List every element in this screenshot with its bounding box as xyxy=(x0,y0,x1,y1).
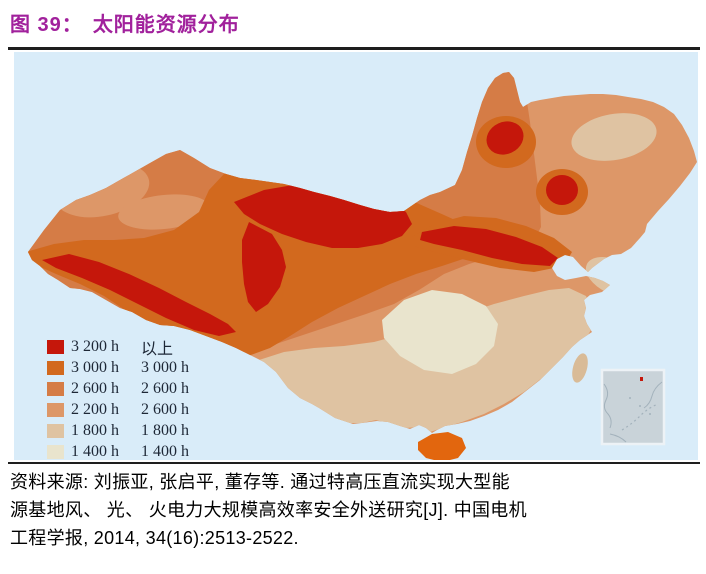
legend-color-swatch xyxy=(47,361,64,375)
inset-islet-dot-3 xyxy=(649,413,651,415)
inset-capital-marker xyxy=(640,377,643,381)
legend-row: 3 000 h 3 000 h xyxy=(47,358,189,378)
region-3200h-west-tibet xyxy=(42,254,236,336)
legend-value-label-2: 2 600 h xyxy=(141,380,189,397)
legend-value-label-2: 3 000 h xyxy=(141,359,189,376)
source-line-2: 源基地风、 光、 火电力大规模高效率安全外送研究[J]. 中国电机 xyxy=(10,500,527,520)
legend-row: 2 600 h 2 600 h xyxy=(47,379,189,399)
inset-island-chain xyxy=(621,403,659,431)
south-china-sea-inset xyxy=(600,368,666,446)
source-line-3: 工程学报, 2014, 34(16):2513-2522. xyxy=(10,528,299,548)
inset-coastline-right xyxy=(643,381,663,409)
legend-row: 1 400 h 1 400 h xyxy=(47,442,189,462)
inset-coastline-bottom xyxy=(609,433,627,443)
inset-coastline-left xyxy=(603,383,612,429)
legend-value-label: 1 400 h xyxy=(71,443,119,460)
region-3200h-inner-mongolia-strip xyxy=(420,226,558,266)
legend-color-swatch xyxy=(47,445,64,459)
legend-color-swatch xyxy=(47,382,64,396)
region-3200h-northeast-a xyxy=(486,121,524,155)
legend-row: 1 800 h 1 800 h xyxy=(47,421,189,441)
legend-color-swatch xyxy=(47,340,64,354)
china-contour-map xyxy=(28,72,697,460)
hainan-island xyxy=(418,432,466,460)
inset-islet-dot-2 xyxy=(639,405,641,407)
region-1800h-northeast-top xyxy=(571,113,657,161)
legend-value-label: 3 000 h xyxy=(71,359,119,376)
source-line-1: 资料来源: 刘振亚, 张启平, 董存等. 通过特高压直流实现大型能 xyxy=(10,472,510,492)
legend-value-label-2: 以上 xyxy=(141,341,174,358)
legend-row: 3 200 h 以上 xyxy=(47,337,189,358)
legend-value-label: 3 200 h xyxy=(71,338,119,355)
region-1400h-sichuan-basin xyxy=(382,290,498,374)
bottom-divider xyxy=(8,462,700,464)
region-3200h-northeast-b xyxy=(546,175,578,205)
region-3200h-qinghai-tongue xyxy=(242,222,286,312)
figure-number-label: 图 39： xyxy=(10,14,83,36)
legend-value-label-2: 1 800 h xyxy=(141,422,189,439)
taiwan-island xyxy=(572,353,588,383)
legend-color-swatch xyxy=(47,403,64,417)
legend-value-label: 2 200 h xyxy=(71,401,119,418)
legend-value-label: 2 600 h xyxy=(71,380,119,397)
legend-value-label: 1 800 h xyxy=(71,422,119,439)
top-divider xyxy=(8,47,700,50)
legend-value-label-2: 1 400 h xyxy=(141,443,189,460)
legend-color-swatch xyxy=(47,424,64,438)
inset-islet-dot-1 xyxy=(629,397,631,399)
figure-title: 图 39： 太阳能资源分布 xyxy=(10,8,240,37)
inset-box xyxy=(600,368,666,446)
figure-title-text: 太阳能资源分布 xyxy=(92,14,240,36)
legend-row: 2 200 h 2 600 h xyxy=(47,400,189,420)
source-citation: 资料来源: 刘振亚, 张启平, 董存等. 通过特高压直流实现大型能 源基地风、 … xyxy=(10,468,698,552)
legend-value-label-2: 2 600 h xyxy=(141,401,189,418)
